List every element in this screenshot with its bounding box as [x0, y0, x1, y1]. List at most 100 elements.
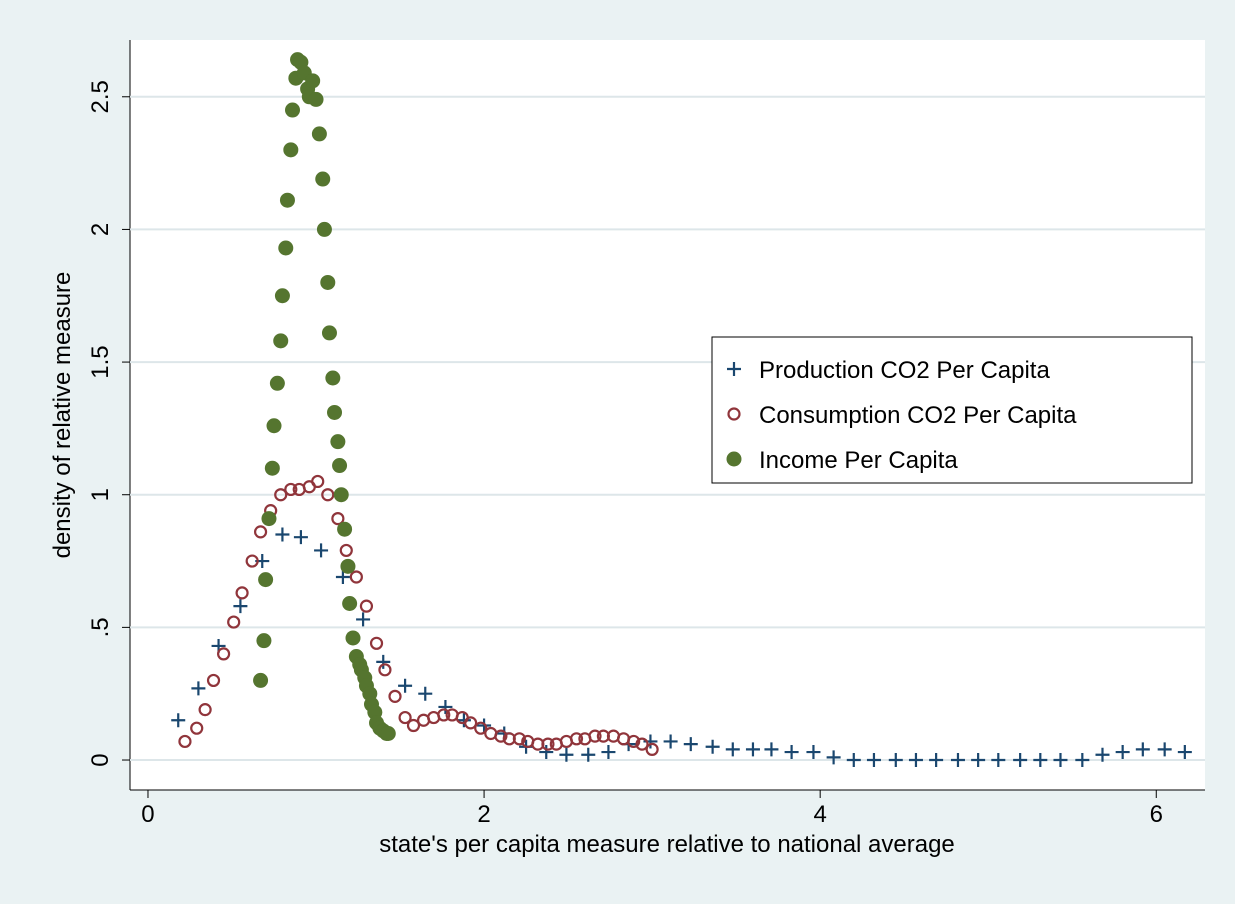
point [512, 732, 526, 746]
point [539, 745, 554, 760]
point [235, 586, 249, 600]
x-tick-label: 0 [141, 801, 154, 828]
point [1157, 742, 1172, 757]
point [245, 554, 259, 568]
point [888, 753, 903, 768]
point [340, 558, 356, 574]
point [806, 745, 821, 760]
point [378, 663, 392, 677]
point [991, 753, 1006, 768]
point [311, 126, 327, 142]
point [253, 672, 269, 688]
point [308, 91, 324, 107]
y-tick-label: .5 [87, 617, 114, 637]
point [929, 753, 944, 768]
point [337, 521, 353, 537]
point [406, 718, 421, 733]
point [950, 753, 965, 768]
point [275, 527, 290, 542]
point [866, 753, 881, 768]
legend-marker [727, 362, 741, 376]
point [253, 525, 268, 539]
point [1135, 742, 1150, 757]
y-tick-label: 1.5 [87, 345, 114, 378]
legend-box [711, 336, 1193, 484]
y-tick-label: 0 [87, 753, 114, 766]
point [273, 333, 289, 349]
legend-label: Income Per Capita [759, 447, 958, 474]
point [683, 737, 698, 752]
point [191, 681, 206, 696]
point [588, 729, 602, 743]
point [206, 673, 221, 688]
point [725, 742, 740, 757]
point [663, 734, 678, 749]
point [171, 713, 186, 728]
point [316, 221, 332, 237]
point [705, 739, 720, 754]
point [627, 734, 641, 749]
point [1177, 745, 1192, 760]
point [178, 734, 192, 749]
point [494, 729, 508, 743]
point [342, 595, 358, 611]
point [315, 171, 331, 187]
point [269, 375, 285, 391]
point [971, 753, 986, 768]
y-tick-label: 2.5 [87, 80, 114, 113]
point [345, 630, 361, 646]
series [253, 52, 396, 741]
point [320, 274, 336, 290]
point [325, 370, 341, 386]
x-tick-label: 6 [1150, 801, 1163, 828]
point [274, 288, 290, 304]
point [1115, 745, 1130, 760]
point [278, 240, 294, 256]
point [601, 745, 616, 760]
series [171, 527, 1192, 768]
point [266, 418, 282, 434]
point [233, 599, 248, 614]
point [477, 718, 492, 733]
point [784, 745, 799, 760]
point [356, 612, 371, 627]
point [398, 678, 413, 693]
point [335, 569, 350, 584]
point [339, 543, 353, 558]
point [1013, 753, 1028, 768]
point [332, 458, 348, 474]
point [369, 636, 384, 650]
point [293, 530, 308, 545]
point [261, 511, 277, 527]
point [279, 192, 295, 208]
legend-label: Production CO2 Per Capita [759, 357, 1050, 384]
point [190, 721, 204, 735]
legend-marker [727, 407, 741, 421]
y-tick-label: 2 [87, 223, 114, 236]
point [376, 654, 391, 669]
x-tick-label: 4 [813, 801, 826, 828]
point [645, 742, 659, 757]
point [569, 732, 584, 746]
point [464, 716, 478, 730]
point [437, 708, 451, 722]
point [327, 404, 343, 420]
point [284, 482, 298, 497]
legend-marker [726, 451, 742, 467]
point [846, 753, 861, 768]
point [330, 434, 346, 450]
x-axis-label: state's per capita measure relative to n… [379, 831, 955, 858]
point [285, 102, 301, 118]
point [581, 747, 596, 762]
point [418, 686, 433, 701]
point [1053, 753, 1068, 768]
y-axis-label: density of relative measure [49, 272, 76, 559]
point [264, 460, 280, 476]
point [380, 725, 396, 741]
point [359, 599, 374, 613]
point [321, 325, 337, 341]
point [217, 647, 231, 661]
legend-label: Consumption CO2 Per Capita [759, 402, 1077, 429]
